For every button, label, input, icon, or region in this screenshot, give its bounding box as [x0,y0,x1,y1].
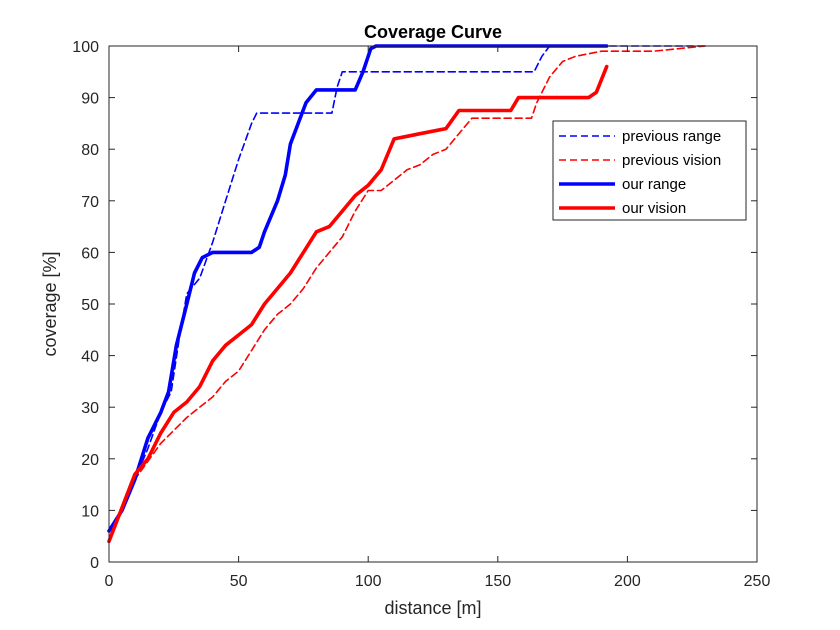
x-tick-label: 0 [105,573,114,590]
legend-label: previous range [622,128,721,145]
x-tick-label: 100 [355,573,382,590]
legend-items: previous range previous vision our range ou… [559,128,721,217]
legend-box [552,120,747,221]
legend-label: our vision [622,200,686,217]
y-tick-label: 30 [81,400,99,417]
legend-label: our range [622,176,686,193]
series-line-our-range [107,44,609,533]
y-tick-label: 80 [81,142,99,159]
y-tick-label: 10 [81,503,99,520]
y-tick-label: 20 [81,452,99,469]
series-line-previous-vision [108,45,707,543]
y-axis-label: coverage [%] [40,251,60,356]
x-tick-label: 150 [484,573,511,590]
legend-label: previous vision [622,152,721,169]
x-axis-label: distance [m] [384,598,481,618]
chart-title: Coverage Curve [364,22,502,42]
x-tick-label: 200 [614,573,641,590]
ticks-layer: 0 50 100 150 200 250 0 10 20 30 40 50 60 70 80 90 100 [72,39,770,590]
y-tick-label: 70 [81,194,99,211]
y-tick-label: 100 [72,39,99,56]
y-tick-label: 90 [81,91,99,108]
y-tick-label: 60 [81,245,99,262]
series-layer [107,44,707,544]
series-line-previous-range [108,45,707,532]
legend: previous range previous vision our range ou… [552,120,747,221]
y-tick-label: 0 [90,555,99,572]
x-tick-label: 50 [230,573,248,590]
series-line-our-vision [107,64,609,544]
y-tick-label: 50 [81,297,99,314]
x-tick-label: 250 [744,573,771,590]
y-tick-label: 40 [81,349,99,366]
